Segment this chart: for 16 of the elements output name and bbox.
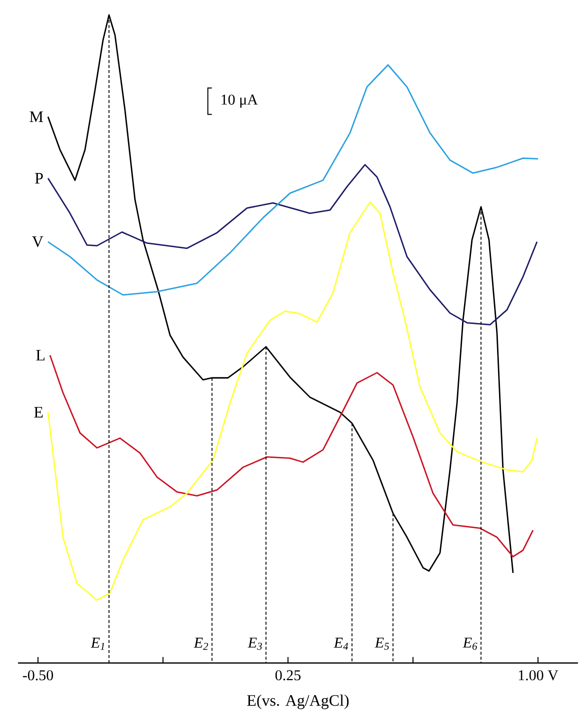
x-tick-label: 1.00 V xyxy=(518,670,558,680)
series-label: P xyxy=(35,173,43,184)
x-tick-label: 0.25 xyxy=(275,670,301,680)
series-label: V xyxy=(32,236,44,248)
x-axis-title: E(vs. Ag/AgCl) xyxy=(247,694,349,710)
x-tick-label: -0.50 xyxy=(22,670,54,680)
annotation: E$_{5}$ xyxy=(374,638,389,650)
annotation: E$_{2}$ xyxy=(194,638,208,650)
annotation: 10 μA xyxy=(222,94,258,108)
annotation: E$_{4}$ xyxy=(334,638,348,650)
annotation: E$_{6}$ xyxy=(462,638,478,650)
annotation: E$_{1}$ xyxy=(90,638,104,650)
series-label: L xyxy=(36,350,45,360)
series-label: M xyxy=(30,111,44,122)
annotation: E$_{3}$ xyxy=(248,638,262,650)
series-label: E xyxy=(34,406,43,418)
